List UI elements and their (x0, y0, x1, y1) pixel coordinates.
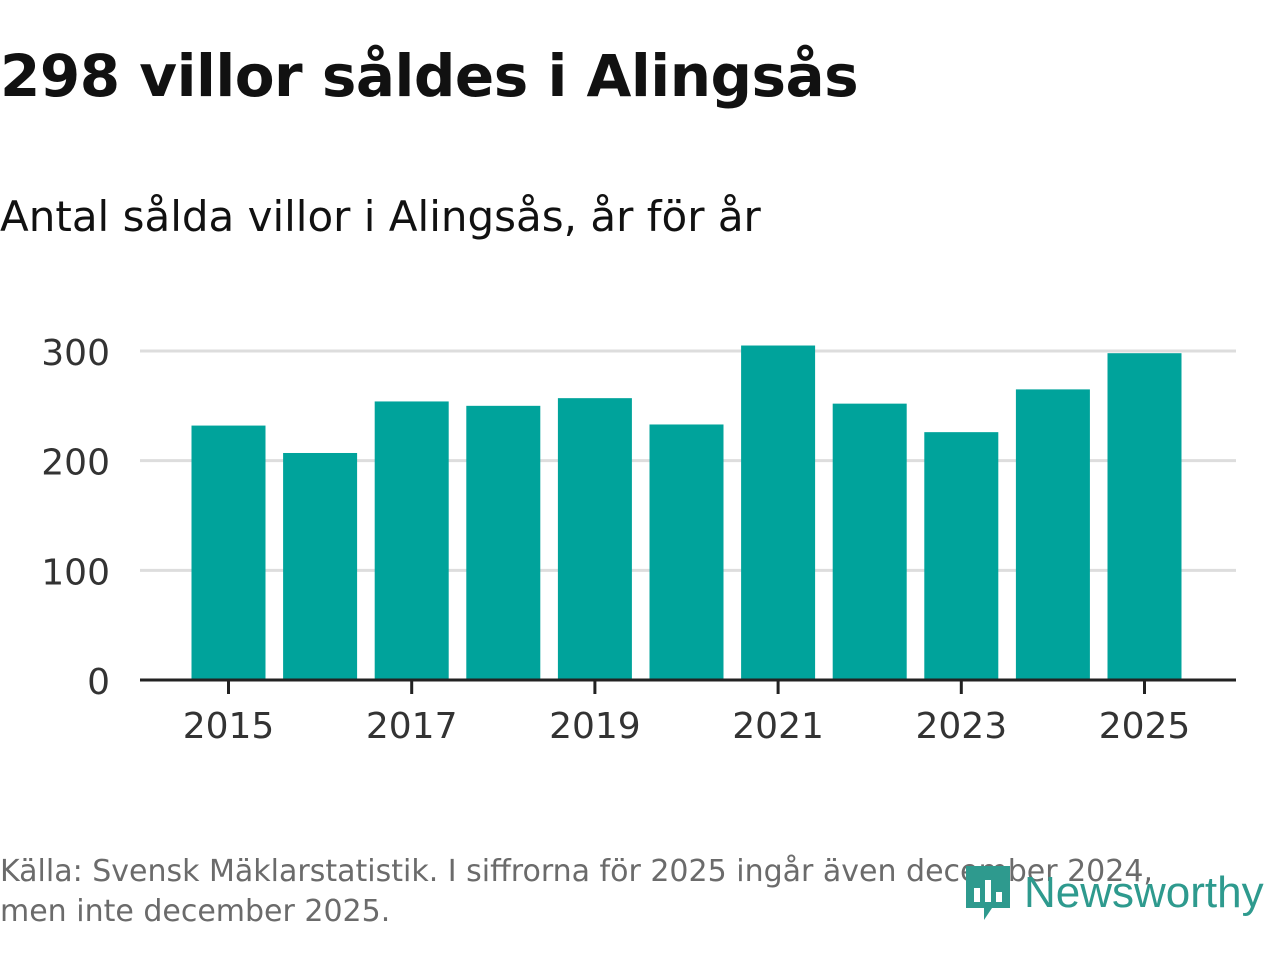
x-axis-labels: 2015 2017 2019 2021 2023 2025 (183, 706, 1191, 747)
x-axis (140, 678, 1236, 694)
newsworthy-logo-text: Newsworthy (1024, 868, 1264, 917)
bar-2020 (649, 424, 724, 680)
bars (191, 345, 1182, 680)
bar-2025 (1107, 353, 1182, 680)
bar-2024 (1015, 389, 1090, 680)
x-tick-label-2025: 2025 (1099, 706, 1191, 747)
y-tick-label-300: 300 (41, 333, 110, 374)
x-tick-label-2017: 2017 (366, 706, 458, 747)
bar-chart: 0 100 200 300 2015 2017 2019 2021 2023 2025 (41, 333, 1236, 747)
bar-2022 (832, 403, 907, 680)
newsworthy-logo: Newsworthy (962, 860, 1264, 926)
chart-title: 298 villor såldes i Alingsås (0, 42, 859, 110)
bar-2015 (191, 425, 266, 680)
bar-2018 (466, 405, 541, 680)
x-tick-label-2019: 2019 (549, 706, 641, 747)
source-note: Källa: Svensk Mäklarstatistik. I siffror… (0, 852, 1220, 932)
x-tick-label-2023: 2023 (915, 706, 1007, 747)
newsworthy-logo-icon (966, 866, 1010, 920)
bar-2017 (374, 401, 449, 680)
source-line-1: Källa: Svensk Mäklarstatistik. I siffror… (0, 854, 1153, 889)
bar-2023 (924, 432, 999, 680)
bar-2021 (741, 345, 816, 680)
y-tick-label-0: 0 (87, 662, 110, 703)
x-tick-label-2015: 2015 (183, 706, 275, 747)
chart-subtitle: Antal sålda villor i Alingsås, år för år (0, 192, 761, 241)
y-axis-labels: 0 100 200 300 (41, 333, 110, 703)
bar-2016 (283, 452, 358, 680)
source-line-2: men inte december 2025. (0, 894, 391, 929)
x-tick-label-2021: 2021 (732, 706, 824, 747)
bar-2019 (557, 398, 632, 680)
y-tick-label-100: 100 (41, 552, 110, 593)
y-tick-label-200: 200 (41, 443, 110, 484)
